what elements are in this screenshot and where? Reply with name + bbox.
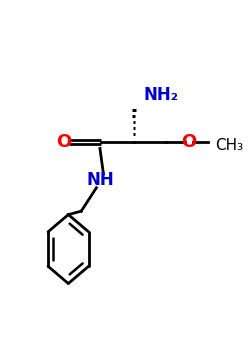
Text: O: O (181, 133, 196, 151)
Text: NH: NH (86, 171, 114, 189)
Text: NH₂: NH₂ (143, 86, 178, 104)
Text: CH₃: CH₃ (216, 138, 244, 153)
Text: O: O (56, 133, 71, 151)
